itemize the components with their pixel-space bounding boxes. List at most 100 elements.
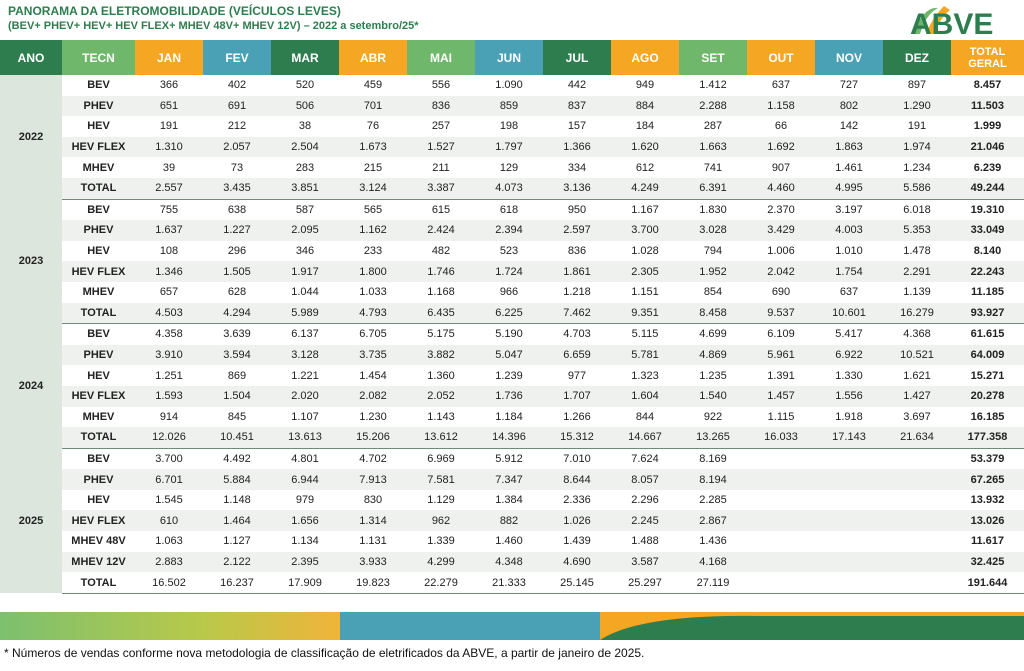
value-cell: 618 bbox=[499, 203, 519, 216]
value-cell: 8.057 bbox=[611, 469, 679, 490]
total-cell: 32.425 bbox=[951, 551, 1024, 573]
value-cell: 794 bbox=[703, 245, 723, 258]
value-cell: 565 bbox=[363, 203, 383, 216]
value-cell: 1.800 bbox=[339, 261, 407, 282]
tech-label: TOTAL bbox=[62, 302, 135, 325]
value-cell: 836 bbox=[567, 245, 587, 258]
value-cell: 637 bbox=[839, 286, 859, 299]
value-cell: 612 bbox=[635, 161, 655, 174]
value-cell: 1.454 bbox=[359, 369, 387, 382]
value-cell: 5.912 bbox=[495, 452, 523, 465]
total-cell: 67.265 bbox=[951, 469, 1024, 490]
value-cell: 1.290 bbox=[883, 95, 951, 117]
value-cell: 1.830 bbox=[699, 203, 727, 216]
column-header-mar: MAR bbox=[271, 40, 339, 75]
table-row: HEV 191 212 38 76 257 198 157 184 287 66 142 191 1.99… bbox=[0, 116, 1024, 137]
total-cell: 13.026 bbox=[951, 510, 1024, 532]
value-cell bbox=[883, 572, 951, 594]
value-cell: 1.139 bbox=[903, 286, 931, 299]
value-cell: 10.601 bbox=[815, 302, 883, 325]
value-cell: 6.435 bbox=[407, 302, 475, 325]
value-cell: 1.478 bbox=[903, 245, 931, 258]
value-cell: 651 bbox=[135, 95, 203, 117]
value-cell: 2.082 bbox=[339, 385, 407, 407]
value-cell: 1.033 bbox=[359, 286, 387, 299]
value-cell bbox=[747, 448, 815, 469]
value-cell: 1.917 bbox=[271, 261, 339, 282]
value-cell: 6.137 bbox=[291, 328, 319, 341]
value-cell: 1.063 bbox=[155, 535, 183, 548]
value-cell: 21.634 bbox=[883, 427, 951, 449]
value-cell: 3.933 bbox=[339, 551, 407, 573]
value-cell: 2.042 bbox=[747, 261, 815, 282]
value-cell: 4.703 bbox=[563, 328, 591, 341]
value-cell: 1.230 bbox=[359, 410, 387, 423]
value-cell: 6.922 bbox=[815, 344, 883, 366]
table-row: 2024 BEV 4.358 3.639 6.137 6.705 5.175 5.190 4.7… bbox=[0, 323, 1024, 449]
value-cell: 1.504 bbox=[203, 385, 271, 407]
table-row: HEV 1.545 1.148 979 830 1.129 1.384 2.336 2.296 2… bbox=[0, 490, 1024, 511]
value-cell: 2.883 bbox=[135, 551, 203, 573]
value-cell bbox=[815, 510, 883, 532]
value-cell: 523 bbox=[499, 245, 519, 258]
value-cell: 3.700 bbox=[611, 220, 679, 241]
value-cell: 755 bbox=[159, 203, 179, 216]
value-cell: 27.119 bbox=[679, 572, 747, 594]
value-cell bbox=[883, 490, 951, 511]
value-cell: 142 bbox=[839, 120, 859, 133]
value-cell: 2.122 bbox=[203, 551, 271, 573]
value-cell: 1.746 bbox=[407, 261, 475, 282]
value-cell: 1.227 bbox=[203, 220, 271, 241]
value-cell: 19.823 bbox=[339, 572, 407, 594]
value-cell: 1.266 bbox=[563, 410, 591, 423]
value-cell: 1.620 bbox=[611, 136, 679, 158]
value-cell: 1.439 bbox=[563, 535, 591, 548]
value-cell bbox=[883, 551, 951, 573]
value-cell: 7.581 bbox=[407, 469, 475, 490]
value-cell: 690 bbox=[771, 286, 791, 299]
value-cell: 10.521 bbox=[883, 344, 951, 366]
value-cell: 2.597 bbox=[543, 220, 611, 241]
value-cell: 1.604 bbox=[611, 385, 679, 407]
value-cell: 184 bbox=[635, 120, 655, 133]
value-cell: 1.673 bbox=[339, 136, 407, 158]
value-cell bbox=[747, 510, 815, 532]
column-header-ano: ANO bbox=[0, 40, 62, 75]
value-cell: 615 bbox=[431, 203, 451, 216]
tech-label: MHEV bbox=[82, 161, 115, 174]
value-cell: 1.366 bbox=[543, 136, 611, 158]
value-cell: 1.235 bbox=[699, 369, 727, 382]
value-cell: 845 bbox=[227, 410, 247, 423]
value-cell: 296 bbox=[227, 245, 247, 258]
value-cell: 8.458 bbox=[679, 302, 747, 325]
value-cell: 3.594 bbox=[203, 344, 271, 366]
tech-label: BEV bbox=[87, 328, 110, 341]
table-row: MHEV 39 73 283 215 211 129 334 612 741 907 1.461 1.2… bbox=[0, 157, 1024, 178]
total-cell: 64.009 bbox=[951, 344, 1024, 366]
total-cell: 11.617 bbox=[970, 535, 1005, 548]
value-cell: 3.429 bbox=[747, 220, 815, 241]
tech-label: HEV FLEX bbox=[62, 385, 135, 407]
value-cell: 2.557 bbox=[135, 177, 203, 200]
year-cell: 2023 bbox=[0, 199, 62, 324]
value-cell: 657 bbox=[159, 286, 179, 299]
value-cell: 859 bbox=[475, 95, 543, 117]
total-cell: 19.310 bbox=[970, 203, 1005, 216]
value-cell: 1.148 bbox=[223, 494, 251, 507]
value-cell: 1.151 bbox=[631, 286, 659, 299]
total-cell: 15.271 bbox=[970, 369, 1005, 382]
sales-table: ANO TECN JAN FEV MAR ABR MAI JUN JUL AGO SET OUT NOV… bbox=[0, 40, 1024, 594]
value-cell: 4.503 bbox=[135, 302, 203, 325]
value-cell: 346 bbox=[295, 245, 315, 258]
value-cell: 25.145 bbox=[543, 572, 611, 594]
value-cell: 14.396 bbox=[475, 427, 543, 449]
value-cell: 129 bbox=[499, 161, 519, 174]
value-cell: 701 bbox=[339, 95, 407, 117]
column-header-set: SET bbox=[679, 40, 747, 75]
total-cell: 6.239 bbox=[973, 161, 1002, 174]
table-row: TOTAL 12.026 10.451 13.613 15.206 13.612 14.39… bbox=[0, 427, 1024, 449]
value-cell: 198 bbox=[499, 120, 519, 133]
value-cell: 366 bbox=[159, 79, 179, 92]
tech-label: MHEV bbox=[82, 286, 115, 299]
value-cell: 16.502 bbox=[135, 572, 203, 594]
